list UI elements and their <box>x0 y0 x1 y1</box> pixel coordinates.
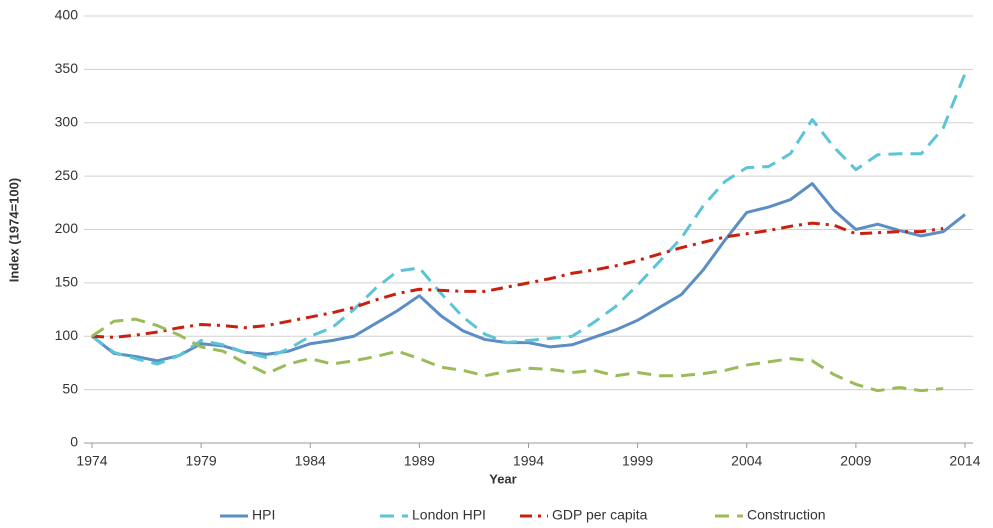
y-tick-label: 50 <box>62 380 78 396</box>
x-tick-label: 1999 <box>622 453 653 469</box>
y-tick-label: 100 <box>55 327 79 343</box>
series-line <box>91 221 944 339</box>
y-tick-label: 400 <box>55 7 79 23</box>
y-tick-label: 150 <box>55 274 79 290</box>
x-tick-label: 2004 <box>731 453 762 469</box>
x-tick-label: 1984 <box>295 453 326 469</box>
y-axis-title: Index (1974=100) <box>6 178 21 282</box>
x-tick-label: 1979 <box>186 453 217 469</box>
y-tick-label: 200 <box>55 220 79 236</box>
legend-label: London HPI <box>412 507 486 523</box>
legend-label: Construction <box>747 507 826 523</box>
y-tick-label: 300 <box>55 113 79 129</box>
x-tick-label: 1974 <box>76 453 107 469</box>
series-line <box>91 317 944 393</box>
x-tick-label: 1989 <box>404 453 435 469</box>
x-tick-label: 2009 <box>840 453 871 469</box>
y-tick-label: 250 <box>55 167 79 183</box>
series-line <box>91 182 966 363</box>
legend-label: HPI <box>252 507 275 523</box>
x-tick-label: 1994 <box>513 453 544 469</box>
x-tick-label: 2014 <box>949 453 980 469</box>
legend-label: GDP per capita <box>552 507 648 523</box>
y-tick-label: 350 <box>55 60 79 76</box>
x-axis-title: Year <box>489 471 516 486</box>
series-line <box>91 73 967 366</box>
y-tick-label: 0 <box>70 434 78 450</box>
